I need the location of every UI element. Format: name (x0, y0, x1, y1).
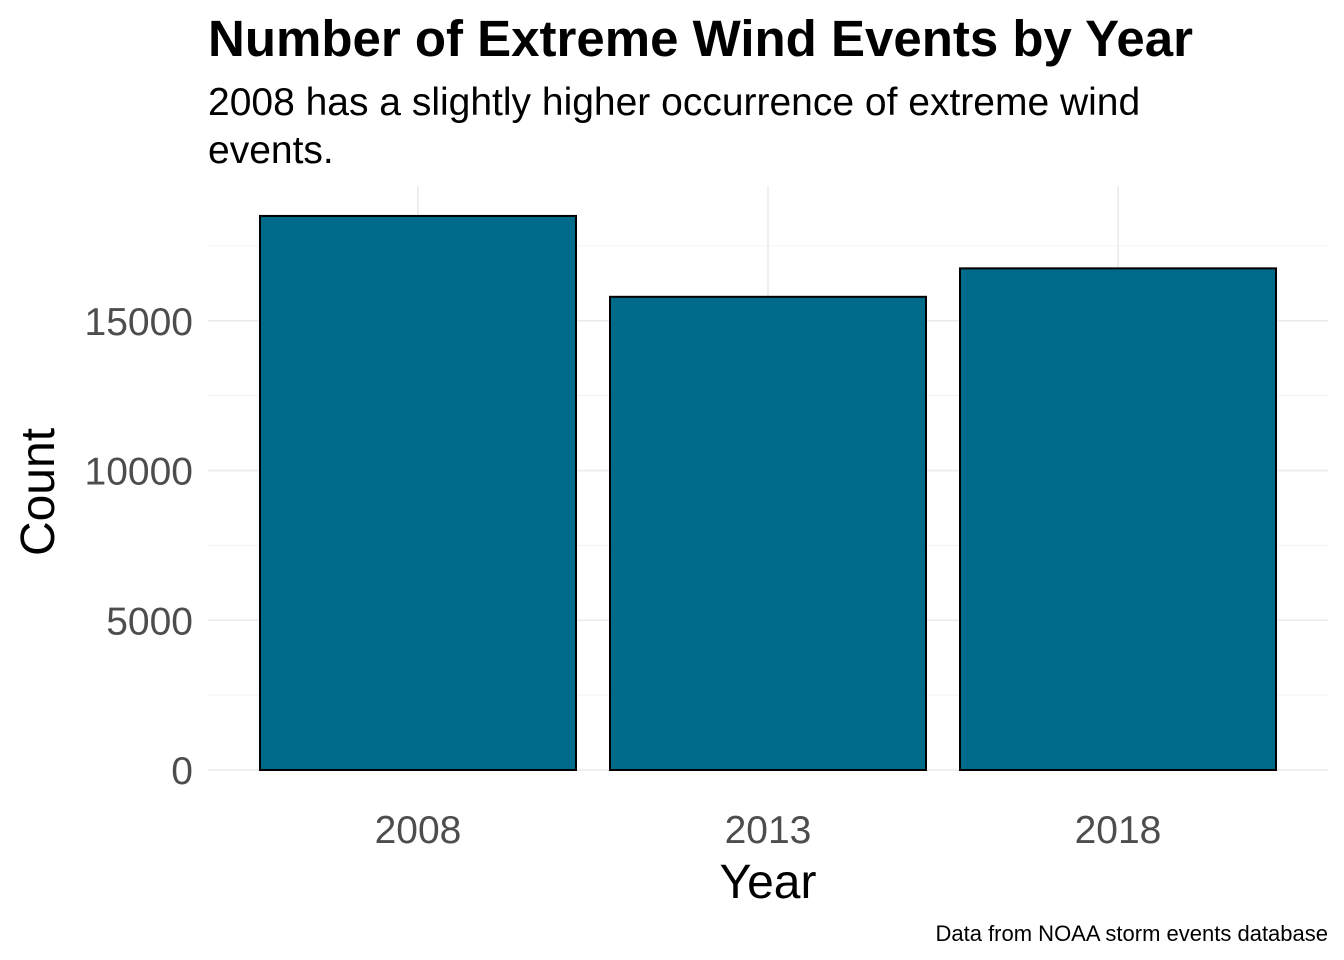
bars (259, 214, 1277, 771)
y-tick-label: 15000 (85, 301, 193, 344)
x-axis-title: Year (720, 856, 817, 909)
y-axis-ticks: 0 5000 10000 15000 (85, 301, 193, 793)
chart-subtitle-line-2: events. (208, 129, 334, 172)
x-tick-label: 2013 (725, 809, 812, 852)
bar-2008 (259, 214, 577, 771)
x-tick-label: 2018 (1075, 809, 1162, 852)
bar-2018 (959, 267, 1277, 771)
y-tick-label: 10000 (85, 451, 193, 494)
y-tick-label: 0 (171, 750, 193, 793)
bar-2013 (609, 295, 927, 771)
chart-title: Number of Extreme Wind Events by Year (208, 10, 1193, 67)
y-tick-label: 5000 (106, 600, 193, 643)
y-axis-title: Count (12, 428, 65, 556)
chart-caption: Data from NOAA storm events database (935, 921, 1328, 946)
x-tick-label: 2008 (375, 809, 462, 852)
chart-subtitle-line-1: 2008 has a slightly higher occurrence of… (208, 81, 1140, 124)
x-axis-ticks: 2008 2013 2018 (375, 809, 1162, 852)
